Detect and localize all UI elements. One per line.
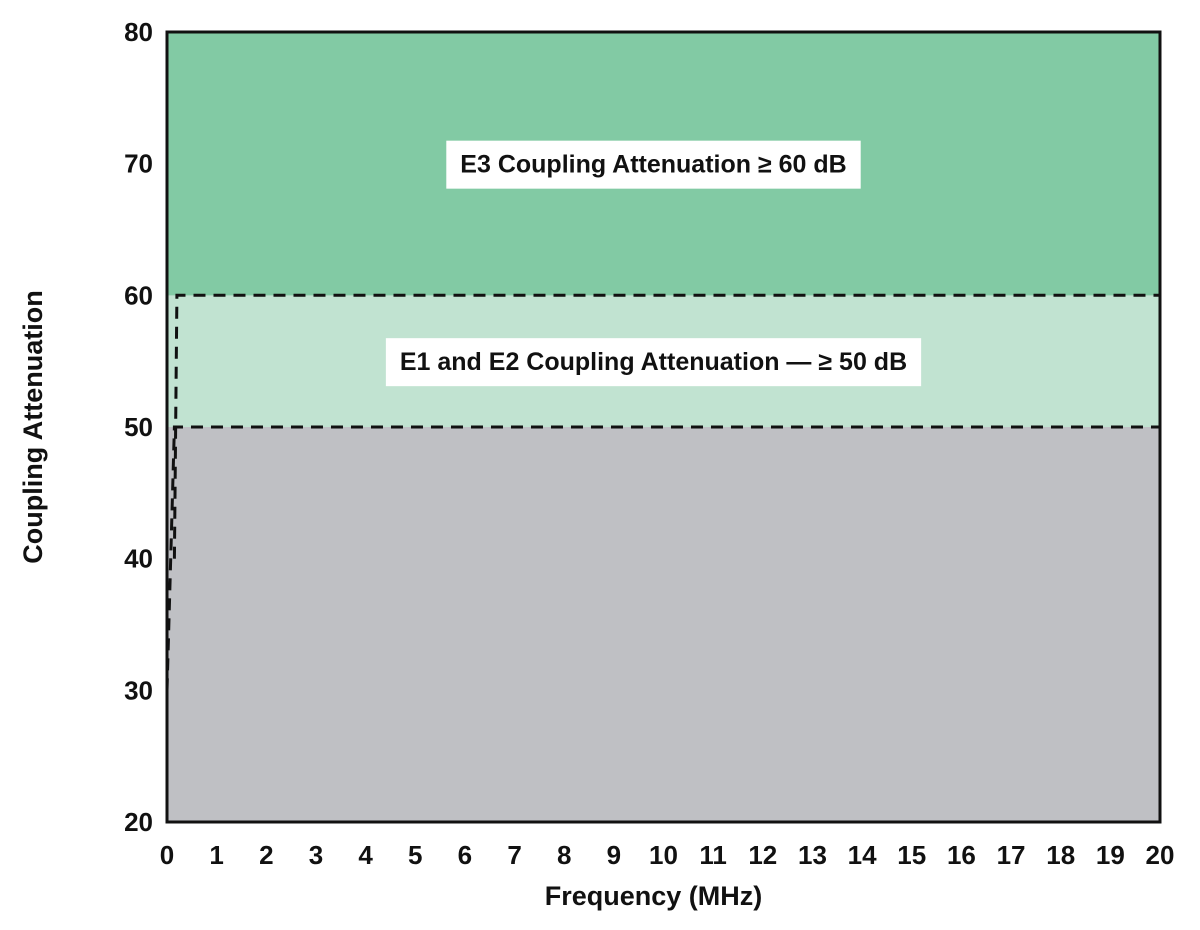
x-tick-label: 8 [557, 840, 571, 870]
x-tick-label: 11 [699, 840, 727, 870]
y-tick-label: 30 [124, 675, 153, 705]
x-tick-label: 12 [748, 840, 777, 870]
x-tick-label: 6 [458, 840, 472, 870]
region-label: E1 and E2 Coupling Attenuation — ≥ 50 dB [400, 348, 907, 376]
x-tick-label: 17 [997, 840, 1026, 870]
y-axis-label: Coupling Attenuation [18, 290, 48, 563]
ticks-layer: 0 1 2 3 4 5 6 7 8 9 10 11 12 13 14 15 16 17 18 19 2020304050… [124, 17, 1174, 870]
x-axis-label: Frequency (MHz) [545, 881, 763, 911]
y-tick-label: 60 [124, 280, 153, 310]
x-tick-label: 13 [798, 840, 827, 870]
region-label-group-2: E3 Coupling Attenuation ≥ 60 dB [446, 140, 861, 189]
x-tick-label: 0 [160, 840, 174, 870]
x-tick-label: 3 [309, 840, 323, 870]
x-tick-label: 4 [358, 840, 373, 870]
x-tick-label: 19 [1096, 840, 1125, 870]
region-label-group-1: E1 and E2 Coupling Attenuation — ≥ 50 dB [385, 338, 922, 387]
x-tick-label: 14 [848, 840, 877, 870]
x-tick-label: 16 [947, 840, 976, 870]
x-tick-label: 2 [259, 840, 273, 870]
y-tick-label: 50 [124, 412, 153, 442]
y-tick-label: 40 [124, 544, 153, 574]
x-tick-label: 18 [1046, 840, 1075, 870]
x-tick-label: 1 [209, 840, 223, 870]
x-tick-label: 20 [1146, 840, 1175, 870]
y-tick-label: 70 [124, 149, 153, 179]
y-tick-label: 20 [124, 807, 153, 837]
x-tick-label: 15 [897, 840, 926, 870]
labels-layer: E1 and E2 Coupling Attenuation — ≥ 50 dB… [385, 140, 922, 387]
limit-line-60 [172, 293, 1160, 559]
x-tick-label: 5 [408, 840, 422, 870]
x-tick-label: 7 [507, 840, 521, 870]
y-tick-label: 80 [124, 17, 153, 47]
region-label-box [446, 140, 861, 189]
region-label-box [385, 338, 922, 387]
x-tick-label: 9 [607, 840, 621, 870]
plot-frame [165, 30, 1162, 824]
lines-layer [165, 293, 1160, 691]
region-label: E3 Coupling Attenuation ≥ 60 dB [460, 151, 846, 179]
x-tick-label: 10 [649, 840, 678, 870]
